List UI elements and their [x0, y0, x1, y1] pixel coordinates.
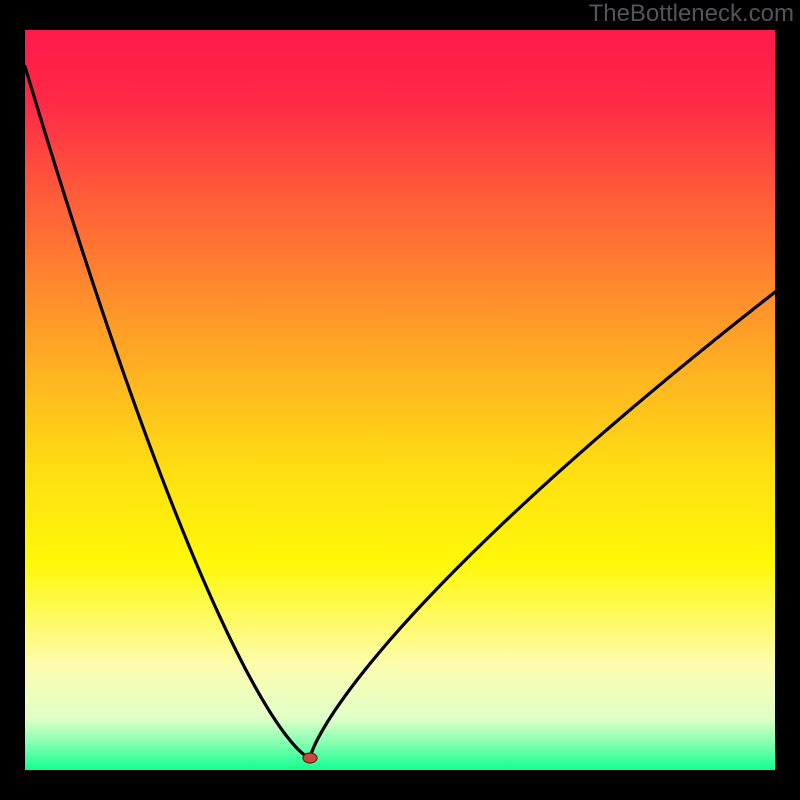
optimum-marker	[303, 753, 317, 763]
plot-background	[25, 30, 775, 770]
watermark-label: TheBottleneck.com	[589, 0, 794, 28]
bottleneck-chart	[0, 0, 800, 800]
chart-container: TheBottleneck.com	[0, 0, 800, 800]
